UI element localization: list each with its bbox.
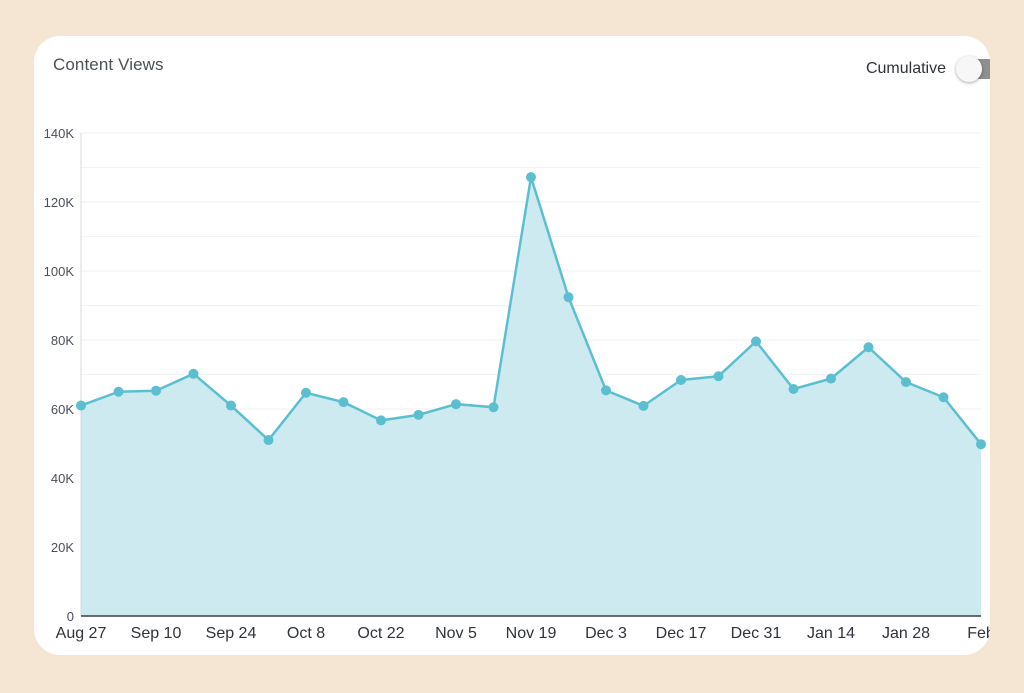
data-point xyxy=(938,392,949,403)
data-point xyxy=(676,375,686,386)
data-point xyxy=(188,368,199,379)
x-tick-label: Aug 27 xyxy=(56,625,107,642)
x-tick-label: Dec 17 xyxy=(656,625,707,642)
y-tick-label: 60K xyxy=(51,402,74,417)
data-point xyxy=(488,402,499,413)
data-point xyxy=(151,385,161,396)
y-tick-label: 40K xyxy=(51,471,74,486)
data-point xyxy=(376,415,386,426)
x-tick-label: Jan 14 xyxy=(807,625,855,642)
y-tick-label: 100K xyxy=(44,264,75,279)
x-tick-label: Dec 31 xyxy=(731,625,782,642)
x-tick-label: Sep 10 xyxy=(131,625,182,642)
x-tick-label: Sep 24 xyxy=(206,625,257,642)
x-tick-label: Oct 8 xyxy=(287,625,325,642)
y-tick-label: 80K xyxy=(51,333,74,348)
data-point xyxy=(113,386,124,397)
cumulative-toggle-label: Cumulative xyxy=(865,60,946,77)
data-point xyxy=(863,342,874,353)
content-views-chart: 0 20K 40K 60K 80K 100K 120K 140K Aug 27 Sep 10 Sep… xyxy=(44,126,990,642)
data-point xyxy=(601,385,611,396)
y-tick-label: 0 xyxy=(67,609,74,624)
cumulative-toggle[interactable] xyxy=(956,56,990,82)
data-point xyxy=(526,172,536,183)
data-point xyxy=(563,292,574,303)
area-fill xyxy=(81,177,981,616)
toggle-knob[interactable] xyxy=(956,56,982,82)
data-point xyxy=(788,383,799,394)
data-point xyxy=(751,336,761,347)
chart-card: Content Views Cumulative 0 20K 40K 60K 80K 10… xyxy=(34,36,990,655)
x-tick-label: Jan 28 xyxy=(882,625,930,642)
data-point xyxy=(301,387,311,398)
data-point xyxy=(76,400,86,411)
x-tick-label: Feb xyxy=(967,625,990,642)
y-tick-label: 140K xyxy=(44,126,75,141)
data-point xyxy=(901,377,911,388)
y-tick-label: 120K xyxy=(44,195,75,210)
chart-title: Content Views xyxy=(53,55,164,74)
data-point xyxy=(226,400,236,411)
data-point xyxy=(451,399,461,410)
data-point xyxy=(826,373,836,384)
data-point xyxy=(713,371,724,382)
data-point xyxy=(976,439,986,450)
x-tick-label: Dec 3 xyxy=(585,625,627,642)
x-tick-label: Nov 5 xyxy=(435,625,477,642)
data-point xyxy=(263,435,274,446)
y-tick-label: 20K xyxy=(51,540,74,555)
cumulative-toggle-group[interactable]: Cumulative xyxy=(866,56,990,82)
x-tick-label: Oct 22 xyxy=(357,625,404,642)
data-point xyxy=(338,397,349,408)
data-point xyxy=(638,400,649,411)
x-tick-label: Nov 19 xyxy=(506,625,557,642)
data-point xyxy=(413,409,424,420)
